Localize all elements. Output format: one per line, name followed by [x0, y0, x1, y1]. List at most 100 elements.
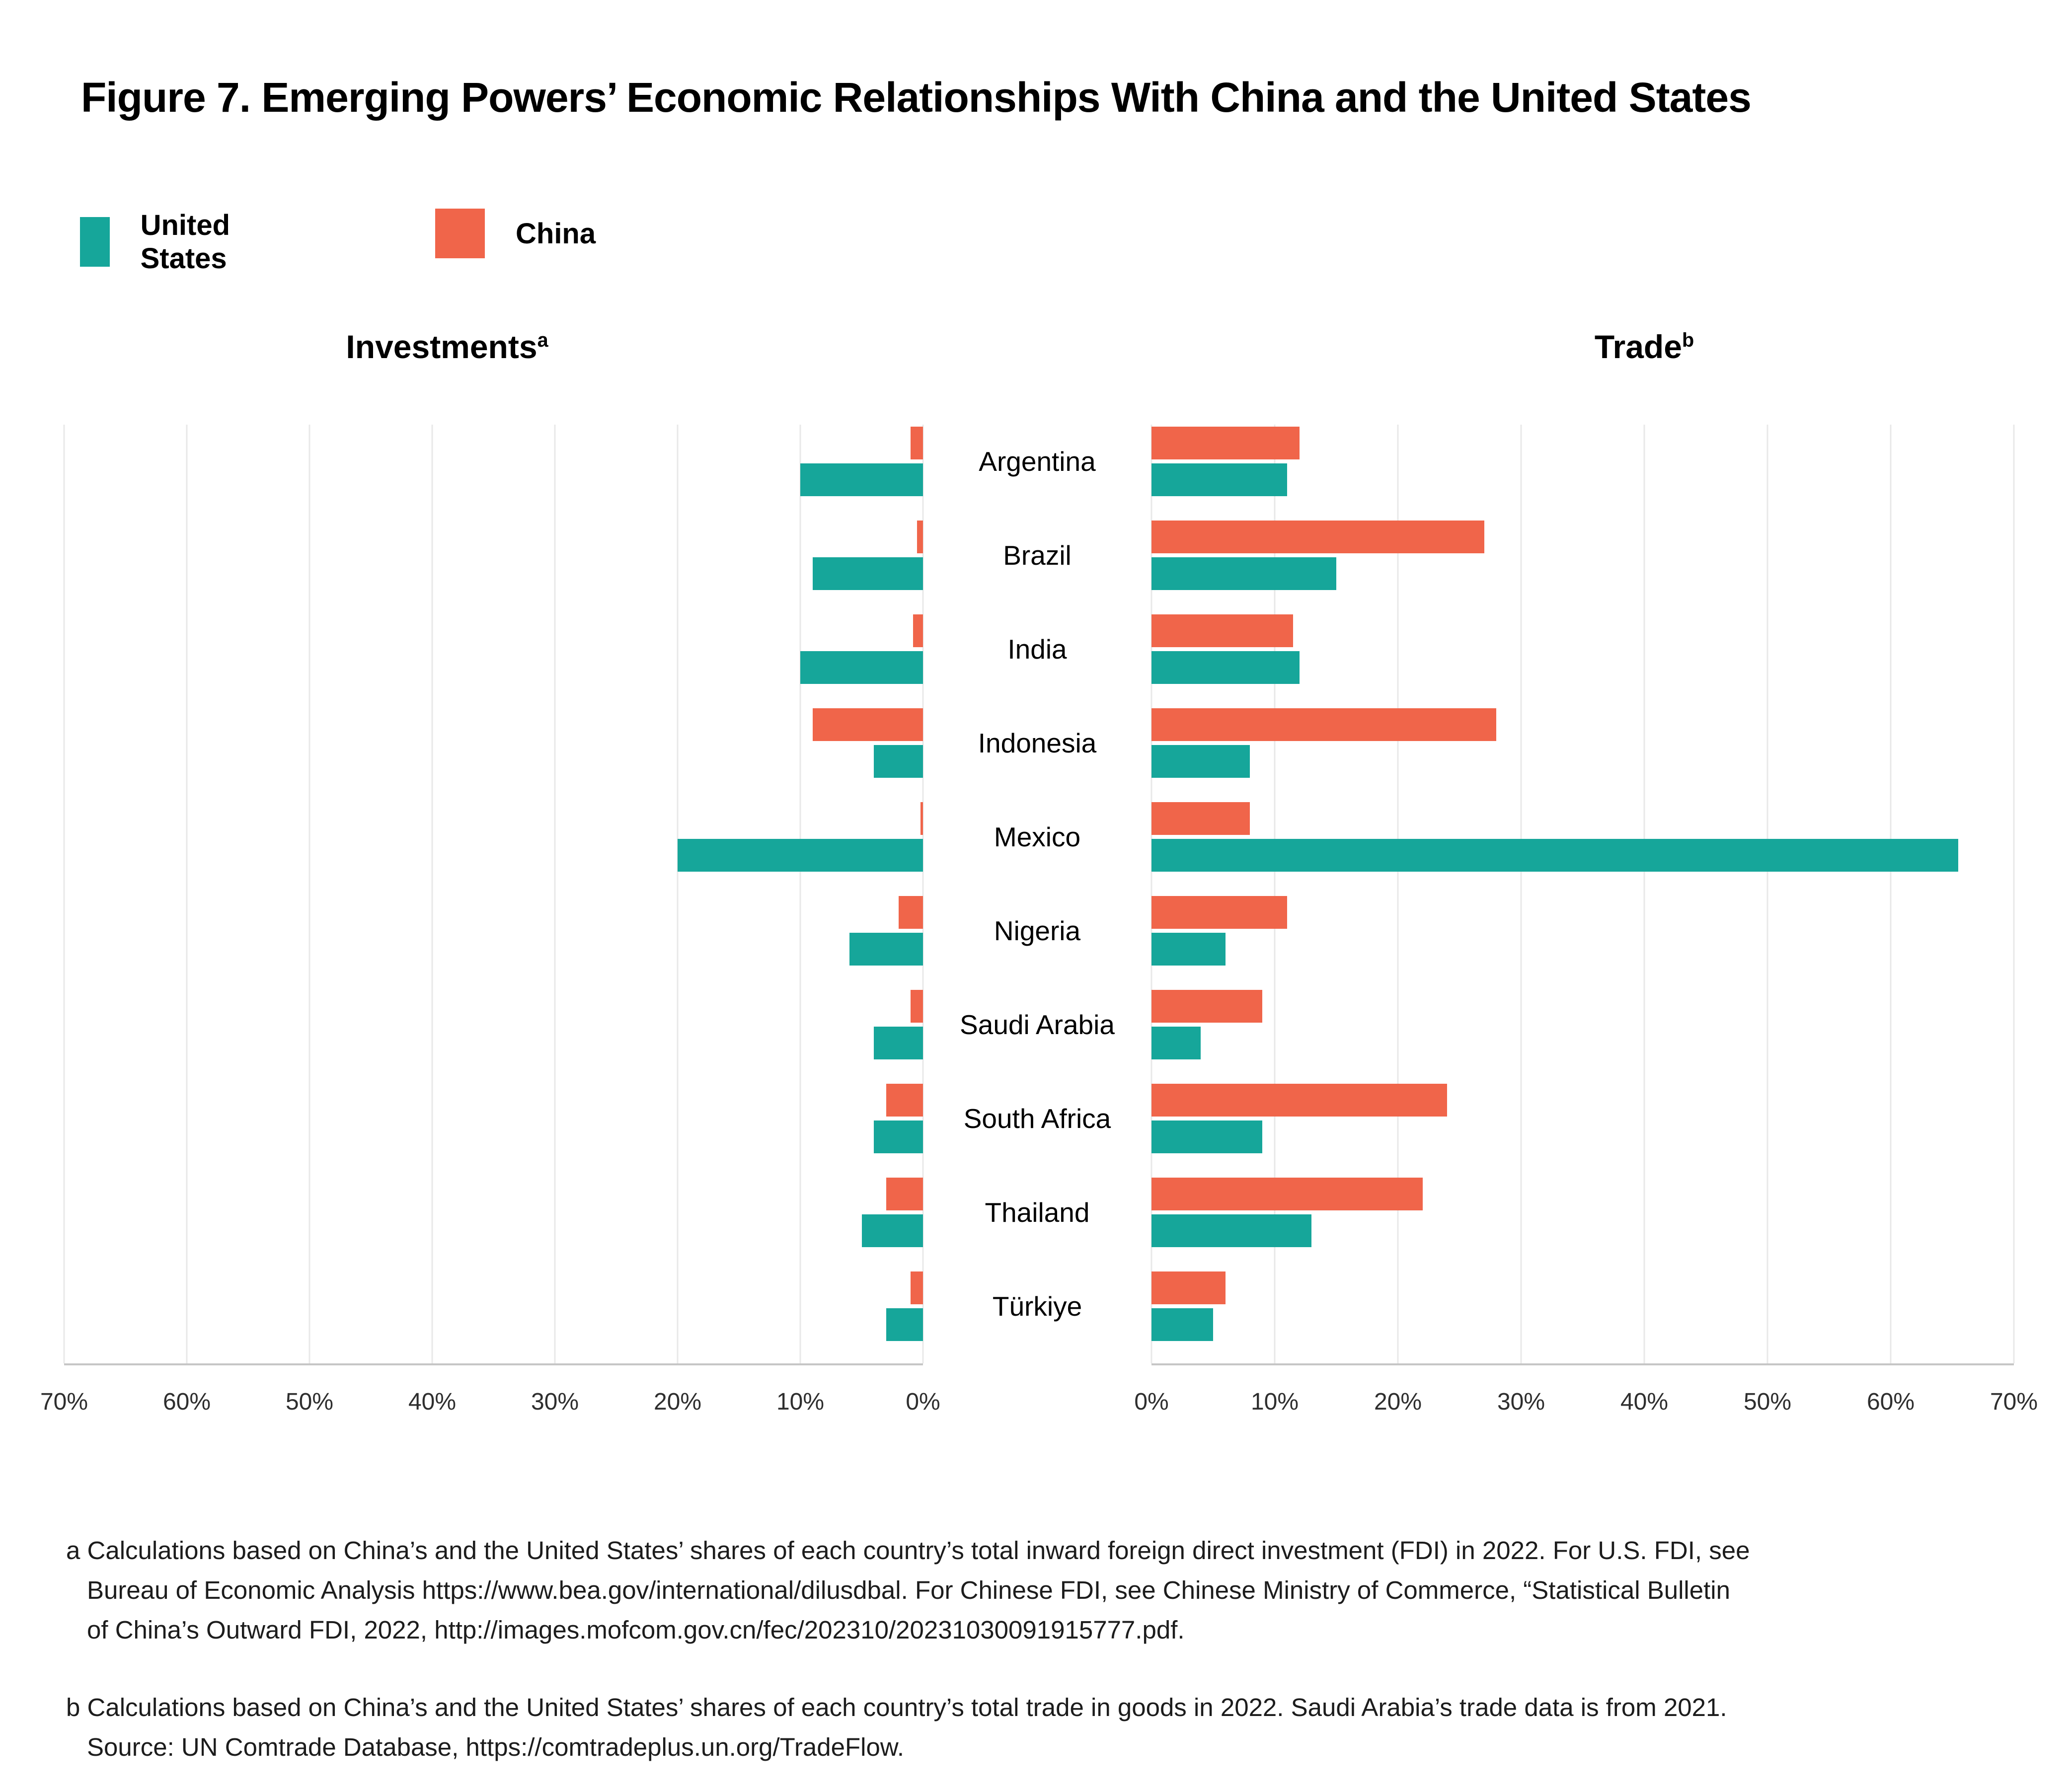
chart-plot-area: Argentina Brazil India Indonesia Mexico Niger… — [0, 425, 2070, 1415]
gridline — [677, 425, 679, 1363]
investments-us-bar — [874, 745, 923, 778]
gridline — [63, 425, 65, 1363]
trade-china-bar — [1151, 708, 1497, 741]
gridline — [431, 425, 433, 1363]
gridline — [308, 425, 310, 1363]
trade-axis-tick: 30% — [1497, 1389, 1545, 1415]
investments-china-bar — [911, 1271, 923, 1304]
country-label: Nigeria — [994, 915, 1081, 946]
trade-panel-header: Tradeb — [1192, 328, 2070, 366]
investments-china-bar — [812, 708, 923, 741]
trade-us-bar — [1151, 1120, 1263, 1153]
trade-axis-tick: 20% — [1374, 1389, 1422, 1415]
country-row: Mexico — [0, 800, 2070, 894]
country-row: South Africa — [0, 1082, 2070, 1176]
investments-us-bar — [874, 1027, 923, 1059]
country-label: Mexico — [994, 821, 1081, 852]
trade-us-bar — [1151, 557, 1336, 590]
country-row: Nigeria — [0, 894, 2070, 988]
country-row: India — [0, 612, 2070, 706]
investments-footnote-marker: a — [537, 329, 548, 351]
investments-us-bar — [800, 651, 923, 684]
gridline — [922, 425, 924, 1363]
country-row: Indonesia — [0, 706, 2070, 800]
trade-axis-tick: 60% — [1866, 1389, 1915, 1415]
gridline — [186, 425, 188, 1363]
country-row: Saudi Arabia — [0, 988, 2070, 1082]
investments-us-bar — [861, 1214, 923, 1247]
investments-axis-tick: 10% — [776, 1389, 825, 1415]
country-label: Thailand — [985, 1197, 1090, 1228]
investments-us-bar — [812, 557, 923, 590]
gridline — [1150, 425, 1152, 1363]
trade-us-bar — [1151, 745, 1250, 778]
investments-china-bar — [913, 614, 923, 647]
country-row: Argentina — [0, 425, 2070, 519]
trade-china-bar — [1151, 1084, 1448, 1117]
investments-axis-line — [64, 1363, 923, 1365]
trade-china-bar — [1151, 896, 1287, 929]
gridline — [554, 425, 556, 1363]
investments-china-bar — [911, 990, 923, 1023]
investments-axis-tick: 70% — [40, 1389, 88, 1415]
footnote-b: b Calculations based on China’s and the … — [66, 1693, 1727, 1761]
gridline — [799, 425, 801, 1363]
investments-china-bar — [886, 1084, 923, 1117]
investments-us-bar — [849, 933, 923, 966]
trade-china-bar — [1151, 802, 1250, 835]
country-label: India — [1007, 634, 1067, 665]
country-label: South Africa — [963, 1103, 1111, 1134]
trade-axis-tick: 40% — [1620, 1389, 1669, 1415]
country-label: Brazil — [1003, 540, 1072, 571]
gridline — [2013, 425, 2015, 1363]
investments-axis-tick: 20% — [653, 1389, 702, 1415]
investments-gridlines — [63, 425, 924, 1363]
trade-footnote-marker: b — [1682, 329, 1694, 351]
investments-us-bar — [886, 1308, 923, 1341]
trade-china-bar — [1151, 990, 1263, 1023]
trade-axis-tick: 50% — [1743, 1389, 1792, 1415]
trade-us-bar — [1151, 839, 1959, 872]
investments-panel-header: Investmentsa — [0, 328, 894, 366]
trade-gridlines — [1150, 425, 2015, 1363]
investments-china-bar — [911, 427, 923, 459]
trade-us-bar — [1151, 933, 1226, 966]
footnotes: a Calculations based on China’s and the … — [66, 1531, 1993, 1792]
footnote-a: a Calculations based on China’s and the … — [66, 1536, 1750, 1644]
trade-china-bar — [1151, 1271, 1226, 1304]
trade-axis-tick: 70% — [1990, 1389, 2038, 1415]
gridline — [1643, 425, 1645, 1363]
gridline — [1274, 425, 1276, 1363]
legend-item-china: China — [435, 209, 596, 258]
investments-title: Investments — [346, 328, 537, 365]
figure-title: Figure 7. Emerging Powers’ Economic Rela… — [81, 74, 1752, 121]
country-row: Türkiye — [0, 1269, 2070, 1363]
trade-us-bar — [1151, 1308, 1213, 1341]
trade-china-bar — [1151, 521, 1484, 553]
trade-us-bar — [1151, 463, 1287, 496]
investments-china-bar — [886, 1178, 923, 1210]
united-states-swatch-icon — [80, 217, 110, 267]
legend-item-united-states: United States — [80, 209, 250, 275]
country-row: Brazil — [0, 519, 2070, 612]
gridline — [1397, 425, 1399, 1363]
investments-axis-tick: 0% — [906, 1389, 940, 1415]
investments-us-bar — [800, 463, 923, 496]
trade-us-bar — [1151, 1214, 1312, 1247]
investments-china-bar — [898, 896, 923, 929]
investments-china-bar — [917, 521, 923, 553]
investments-axis-tick: 30% — [531, 1389, 579, 1415]
country-label: Saudi Arabia — [960, 1009, 1115, 1040]
gridline — [1520, 425, 1522, 1363]
trade-us-bar — [1151, 1027, 1201, 1059]
china-swatch-icon — [435, 209, 485, 258]
trade-china-bar — [1151, 427, 1300, 459]
gridline — [1890, 425, 1892, 1363]
investments-china-bar — [920, 802, 923, 835]
country-row: Thailand — [0, 1176, 2070, 1269]
country-label: Türkiye — [992, 1291, 1082, 1322]
investments-axis-tick: 40% — [408, 1389, 457, 1415]
china-legend-label: China — [516, 217, 596, 250]
trade-us-bar — [1151, 651, 1300, 684]
